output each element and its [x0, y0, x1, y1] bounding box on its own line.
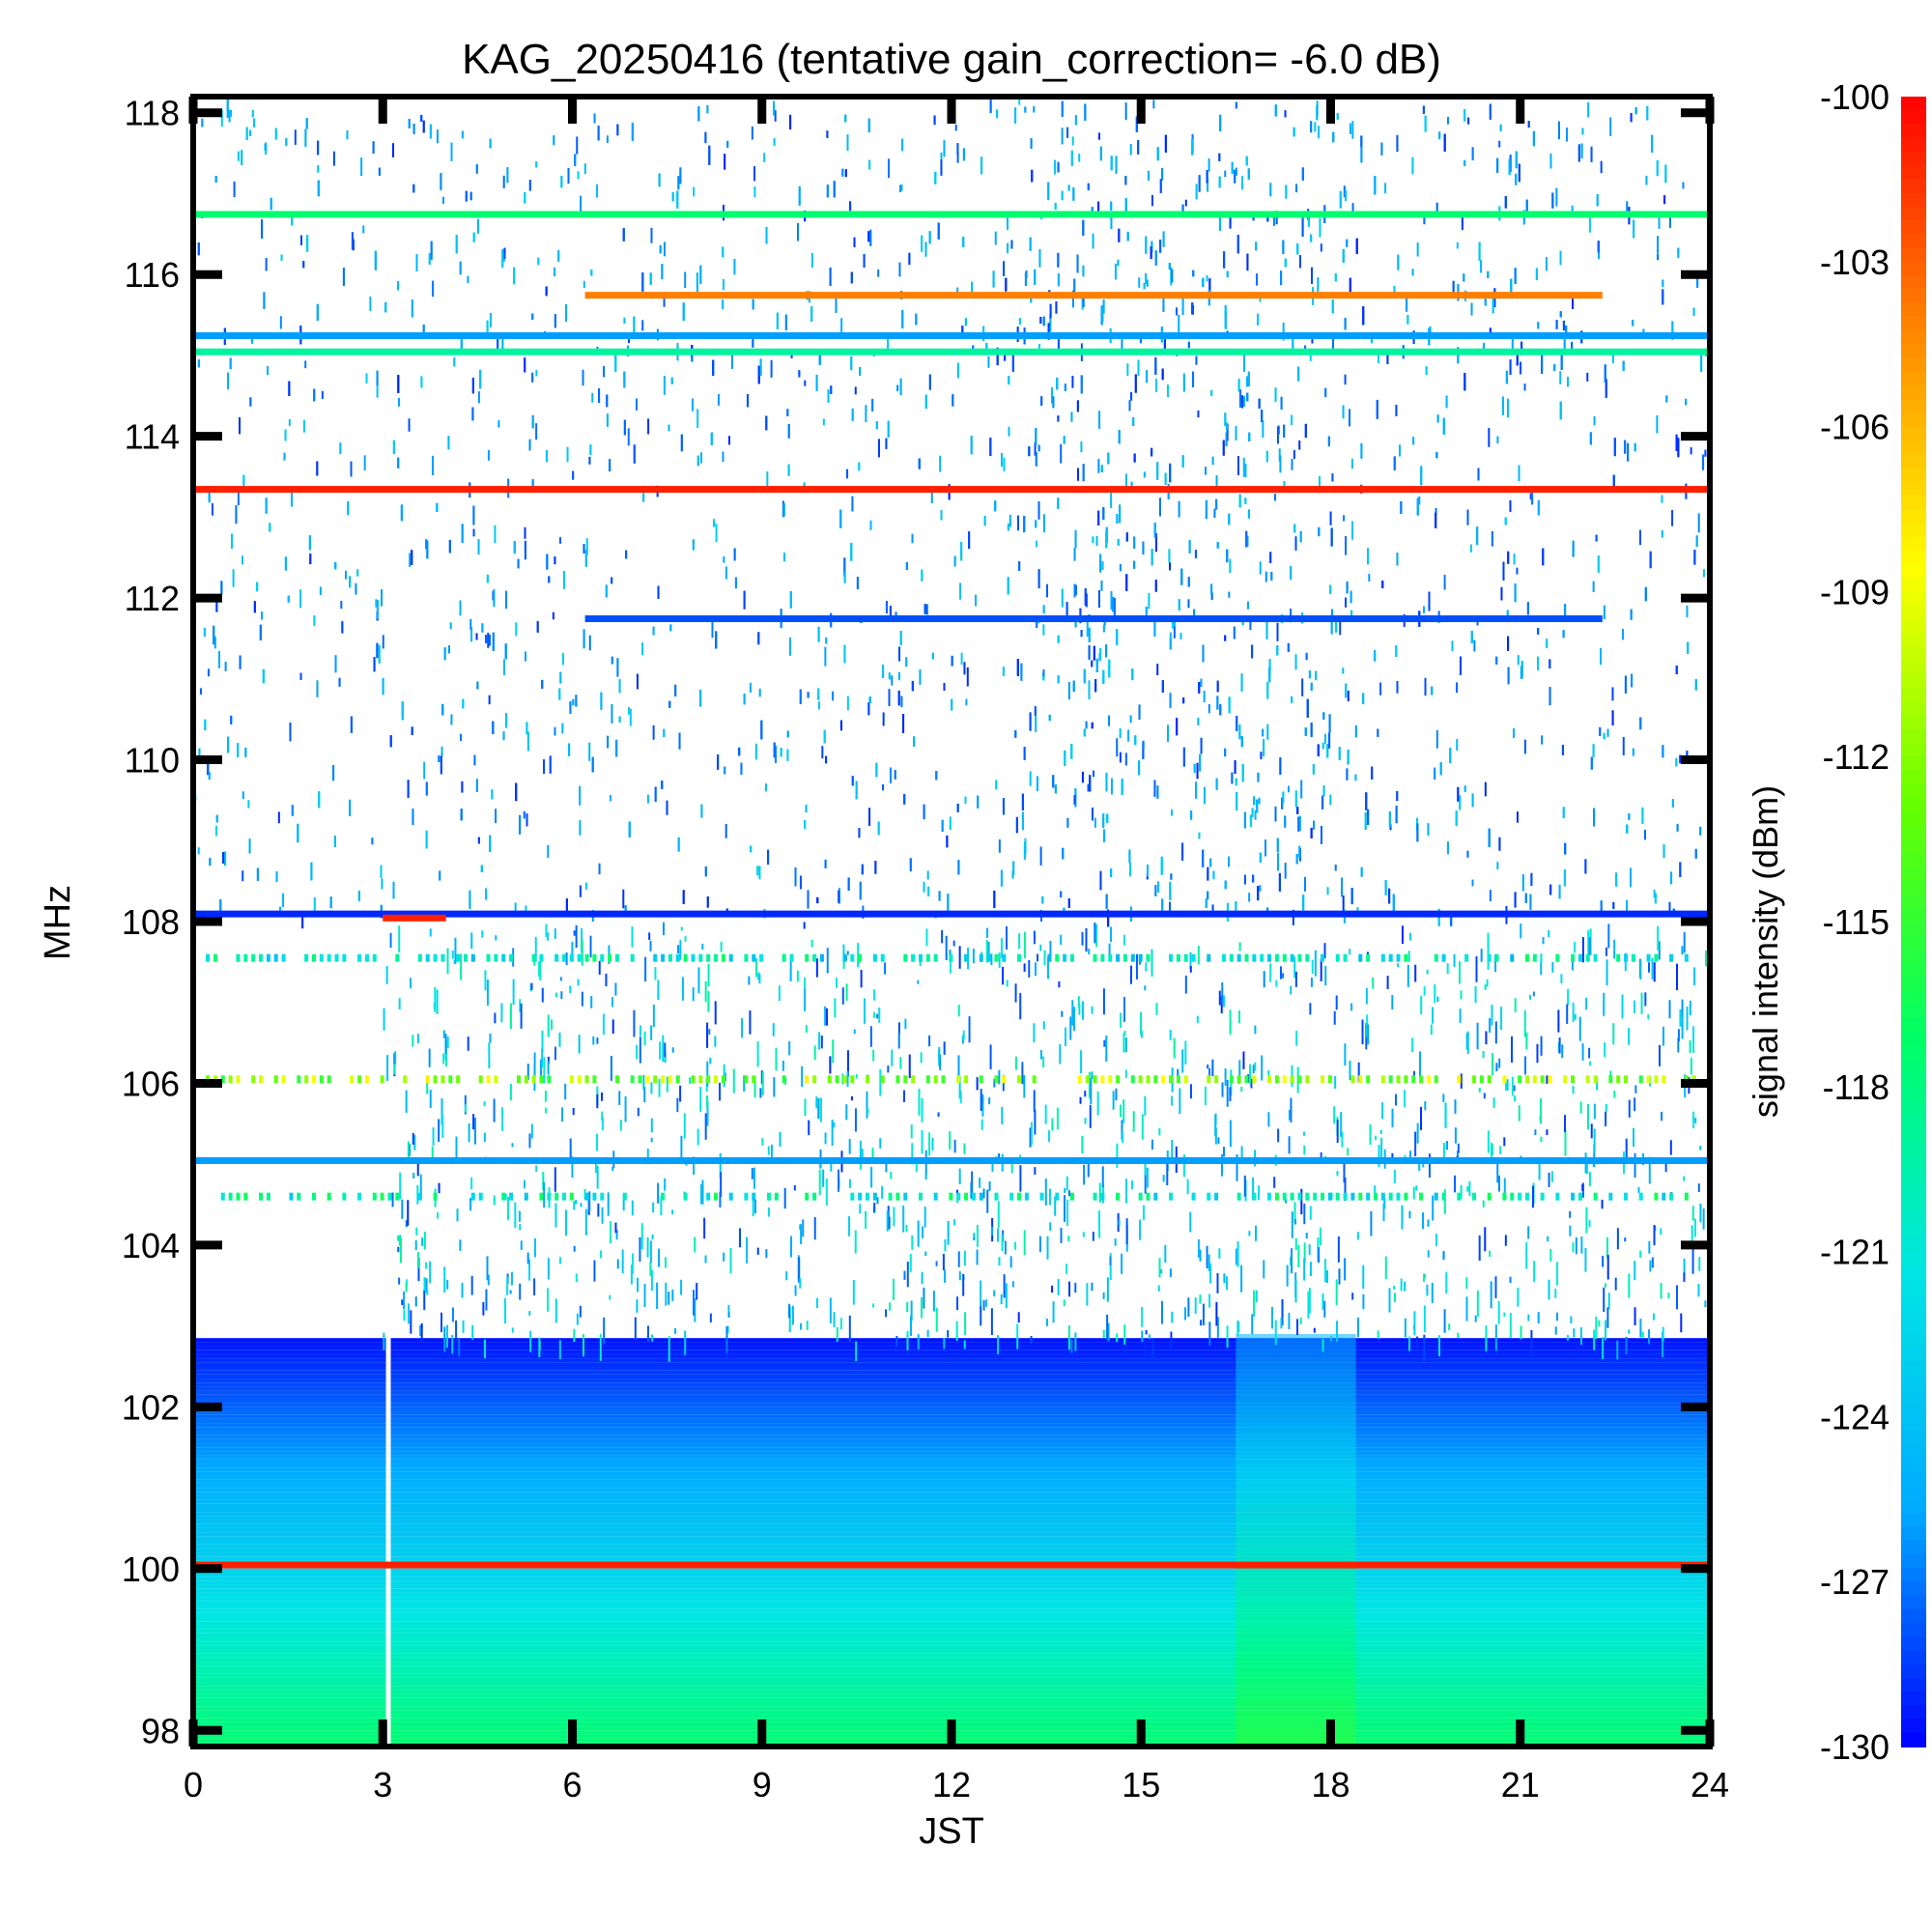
colorbar-tick-label: -118: [1823, 1067, 1889, 1107]
x-tick-label: 12: [932, 1765, 971, 1804]
colorbar-tick-label: -106: [1820, 408, 1889, 447]
signal-line: [193, 1561, 1710, 1569]
colorbar: -100 -103 -106 -109 -112 -115 -118 -121 -124 -127…: [1820, 77, 1926, 1767]
colorbar-tick-label: -115: [1823, 902, 1889, 942]
colorbar-tick-label: -130: [1820, 1727, 1889, 1767]
colorbar-tick-label: -100: [1820, 77, 1889, 117]
colorbar-tick-label: -109: [1820, 572, 1889, 611]
x-tick-label: 9: [753, 1765, 772, 1804]
colorbar-tick-label: -121: [1820, 1233, 1889, 1272]
signal-line: [193, 211, 1710, 218]
colorbar-tick-label: -124: [1820, 1397, 1889, 1436]
colorbar-label: signal intensity (dBm): [1746, 785, 1785, 1118]
x-tick-label: 24: [1690, 1765, 1729, 1804]
y-tick-label: 112: [125, 579, 180, 618]
signal-line: [193, 486, 1710, 494]
y-tick-label: 104: [122, 1226, 180, 1265]
x-tick-label: 21: [1501, 1765, 1540, 1804]
y-tick-label: 116: [125, 255, 180, 295]
signal-lines: [193, 211, 1710, 1569]
y-tick-label: 100: [122, 1549, 180, 1589]
y-tick-label: 102: [122, 1387, 180, 1427]
chart-title: KAG_20250416 (tentative gain_correction=…: [462, 36, 1441, 83]
signal-line: [193, 910, 1710, 918]
x-tick-label: 15: [1122, 1765, 1160, 1804]
signal-line: [584, 615, 1603, 623]
y-axis: 98 100 102 104 106 108 110 112 114 116 118: [122, 94, 1710, 1750]
signal-line: [193, 1156, 1710, 1164]
signal-line: [584, 292, 1603, 299]
x-tick-label: 0: [184, 1765, 203, 1804]
y-tick-label: 114: [125, 417, 180, 457]
heatmap-area: [193, 97, 1712, 1747]
y-tick-label: 98: [141, 1711, 180, 1750]
signal-line: [193, 348, 1710, 355]
y-tick-label: 110: [125, 741, 180, 781]
y-axis-label: MHz: [38, 885, 78, 960]
signal-line: [383, 914, 446, 922]
noise-texture: [193, 97, 1712, 1747]
colorbar-tick-label: -103: [1820, 242, 1889, 282]
colorbar-tick-label: -127: [1820, 1562, 1889, 1602]
y-tick-label: 108: [122, 902, 180, 942]
x-tick-label: 6: [562, 1765, 582, 1804]
y-tick-label: 106: [122, 1064, 180, 1103]
x-axis-label: JST: [919, 1811, 984, 1852]
y-tick-label: 118: [125, 94, 180, 133]
colorbar-tick-label: -112: [1823, 737, 1889, 777]
x-tick-label: 18: [1311, 1765, 1350, 1804]
signal-line: [193, 331, 1710, 339]
x-tick-label: 3: [373, 1765, 392, 1804]
